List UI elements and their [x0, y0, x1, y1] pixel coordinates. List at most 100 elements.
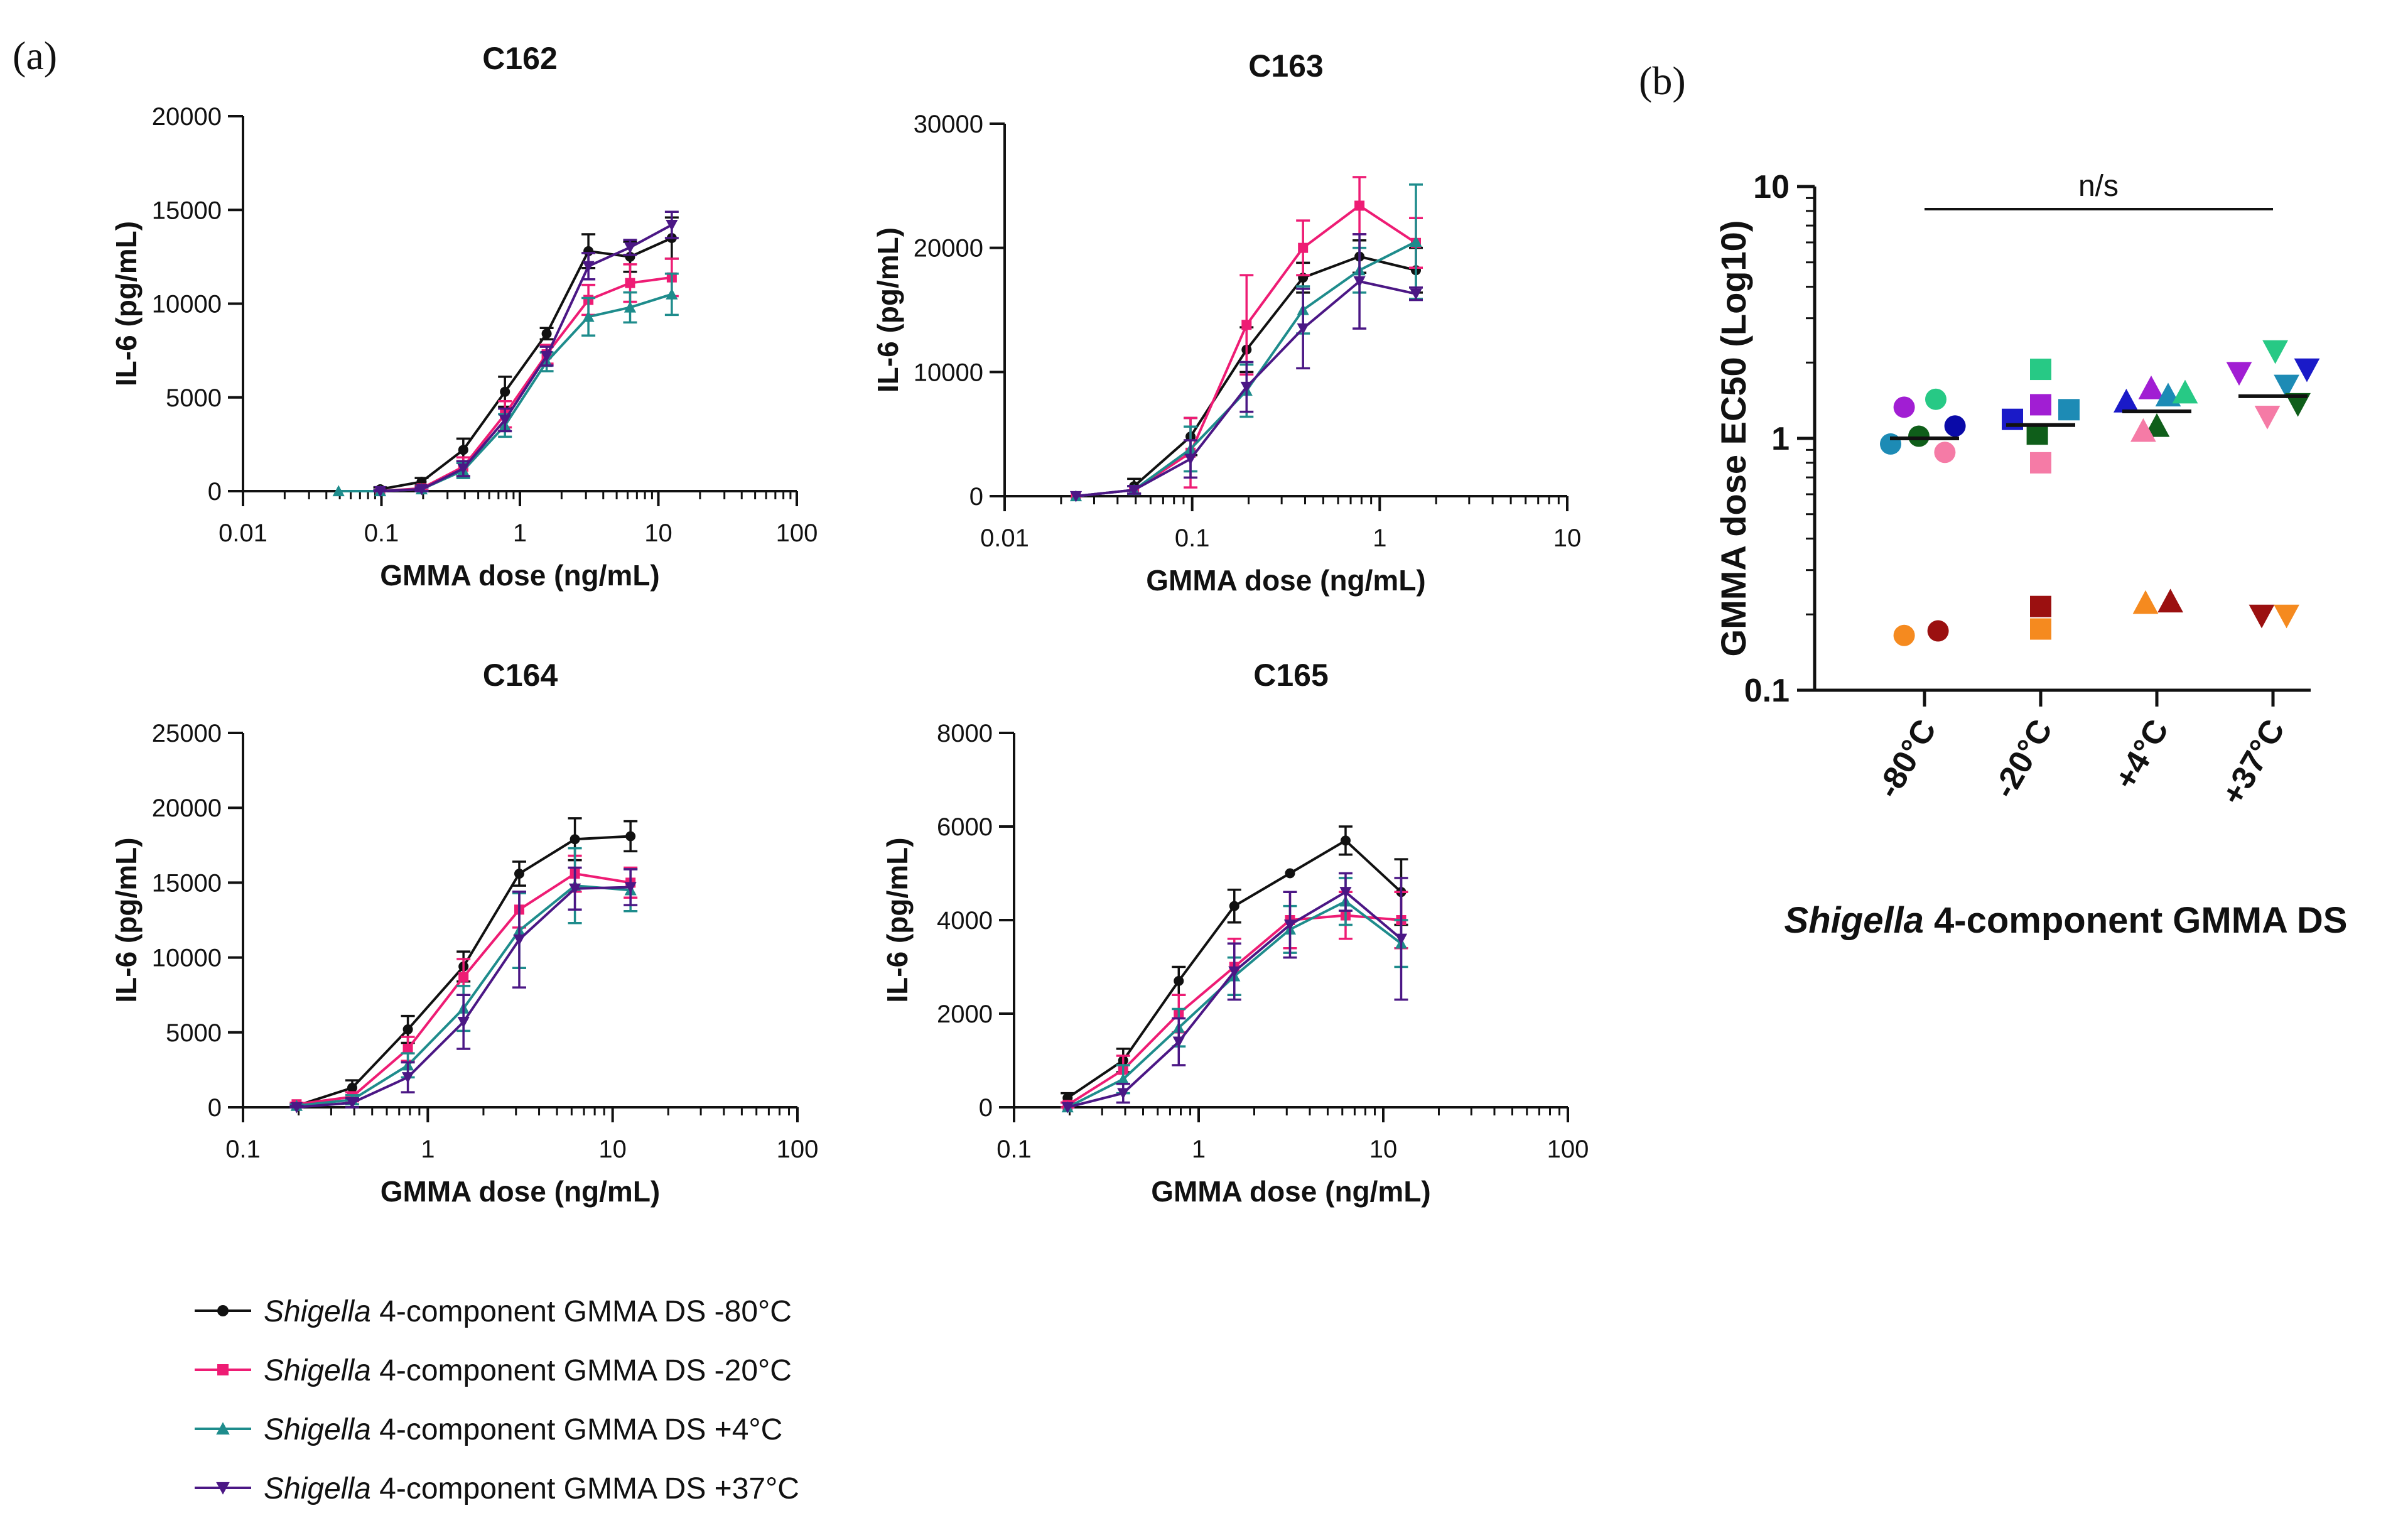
x-axis-label: GMMA dose (ng/mL) — [1151, 1175, 1430, 1208]
y-axis-label: IL-6 (pg/mL) — [881, 837, 914, 1002]
data-point — [1908, 425, 1930, 447]
x-tick-label: 100 — [1547, 1136, 1589, 1163]
data-point — [1240, 381, 1253, 393]
legend-text: 4-component GMMA DS -80°C — [371, 1295, 792, 1328]
data-point — [1117, 1088, 1130, 1100]
chart-title: C163 — [1248, 48, 1324, 84]
data-point — [499, 415, 511, 426]
y-tick-label: 10 — [1753, 169, 1790, 205]
x-tick-label: -80°C — [1870, 713, 1943, 805]
x-tick-label: 10 — [598, 1136, 627, 1163]
x-tick-label: 0.01 — [980, 524, 1029, 552]
x-tick-label: -20°C — [1986, 713, 2060, 805]
x-tick-label: 10 — [644, 519, 672, 547]
y-tick-label: 2000 — [937, 1000, 993, 1028]
data-point — [290, 1102, 303, 1114]
chart-title: C162 — [482, 41, 558, 76]
legend-marker — [216, 1482, 230, 1495]
legend-label: Shigella 4-component GMMA DS +4°C — [264, 1413, 782, 1446]
data-point — [2285, 393, 2311, 417]
x-tick-label: 0.1 — [364, 519, 399, 547]
chart-title: C164 — [483, 658, 558, 693]
series-p37 — [1061, 872, 1408, 1114]
x-tick-label: 0.01 — [219, 519, 267, 547]
series-m20 — [289, 854, 638, 1110]
x-tick-label: 1 — [513, 519, 527, 547]
data-point — [568, 883, 581, 895]
data-point — [570, 834, 580, 845]
data-point — [1927, 620, 1949, 642]
panel-label-a: (a) — [13, 33, 57, 78]
data-point — [2030, 618, 2051, 640]
data-point — [415, 484, 428, 496]
y-tick-label: 5000 — [166, 384, 222, 412]
x-axis-label: GMMA dose (ng/mL) — [380, 559, 659, 592]
data-point — [2172, 379, 2198, 404]
significance-label: n/s — [2078, 170, 2119, 203]
data-point — [2030, 359, 2051, 381]
legend-italic: Shigella — [264, 1472, 371, 1505]
x-tick-label: 0.1 — [1175, 524, 1210, 552]
y-tick-label: 20000 — [152, 103, 222, 131]
data-point — [457, 1016, 470, 1028]
series-m20 — [1071, 176, 1423, 501]
legend-item-p4: Shigella 4-component GMMA DS +4°C — [195, 1413, 782, 1446]
data-point — [332, 485, 345, 497]
data-point — [1893, 396, 1915, 418]
x-tick-label: 0.1 — [225, 1136, 261, 1163]
data-point — [458, 972, 469, 982]
legend-italic: Shigella — [264, 1295, 371, 1328]
data-point — [2274, 374, 2299, 399]
y-tick-label: 0.1 — [1744, 673, 1790, 709]
data-point — [624, 242, 637, 254]
x-tick-label: 100 — [777, 1136, 819, 1163]
data-point — [625, 278, 635, 288]
data-point — [1229, 901, 1239, 911]
series-p37 — [1069, 233, 1423, 502]
chart-c163: C163 0.01 0.1 1 10 0 10000 20000 30000 GMMA dose … — [872, 48, 1581, 597]
y-tick-label: 15000 — [152, 197, 222, 224]
legend-text: 4-component GMMA DS -20°C — [371, 1354, 792, 1387]
legend-marker — [217, 1364, 229, 1375]
y-axis-label: IL-6 (pg/mL) — [110, 221, 143, 386]
data-point — [1944, 415, 1966, 437]
series-line — [380, 224, 672, 492]
legend-item-p37: Shigella 4-component GMMA DS +37°C — [195, 1472, 799, 1505]
legend-text: 4-component GMMA DS +4°C — [371, 1413, 782, 1446]
legend-item-m20: Shigella 4-component GMMA DS -20°C — [195, 1354, 792, 1387]
y-tick-label: 8000 — [937, 720, 993, 747]
data-point — [2294, 358, 2320, 382]
chart-c164: C164 0.1 1 10 100 0 5000 10000 15000 20000 25000 GM… — [110, 658, 818, 1208]
data-point — [624, 301, 637, 313]
legend-item-m80: Shigella 4-component GMMA DS -80°C — [195, 1295, 792, 1328]
data-point — [1061, 1102, 1074, 1114]
data-point — [1069, 491, 1083, 502]
series-line — [1133, 255, 1417, 487]
y-tick-label: 6000 — [937, 813, 993, 841]
data-point — [457, 464, 470, 475]
data-point — [1128, 484, 1140, 496]
data-point — [1354, 200, 1365, 211]
series-m20 — [1061, 891, 1408, 1110]
data-point — [2030, 595, 2051, 617]
data-point — [402, 1044, 413, 1054]
data-point — [2226, 362, 2252, 386]
y-tick-label: 20000 — [914, 235, 983, 263]
data-point — [513, 934, 526, 946]
x-tick-label: 10 — [1369, 1136, 1398, 1163]
data-point — [1297, 323, 1309, 335]
data-point — [2030, 452, 2051, 474]
panel-label-b: (b) — [1639, 58, 1686, 103]
data-point — [1228, 966, 1241, 978]
x-tick-label: 10 — [1553, 524, 1582, 552]
series-m80 — [373, 216, 679, 495]
data-point — [582, 261, 595, 273]
legend-label: Shigella 4-component GMMA DS -20°C — [264, 1354, 792, 1387]
data-point — [1395, 933, 1408, 945]
chart-title: C165 — [1253, 658, 1329, 693]
data-point — [402, 1024, 413, 1035]
data-point — [666, 219, 678, 231]
x-tick-label: +4°C — [2107, 713, 2176, 796]
